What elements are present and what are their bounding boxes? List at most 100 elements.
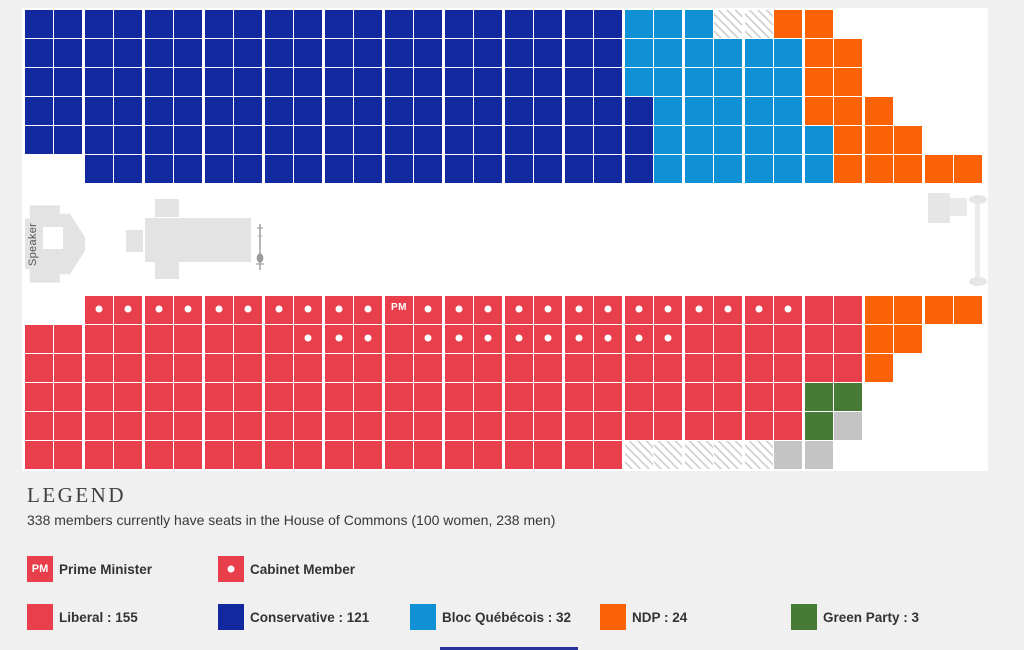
seat[interactable] <box>385 39 413 67</box>
seat[interactable] <box>445 354 473 382</box>
seat[interactable] <box>445 10 473 38</box>
seat[interactable] <box>354 354 382 382</box>
seat[interactable] <box>565 97 593 125</box>
seat[interactable] <box>174 155 202 183</box>
seat[interactable] <box>25 68 53 96</box>
seat[interactable] <box>114 126 142 154</box>
seat[interactable] <box>954 155 982 183</box>
seat[interactable] <box>474 155 502 183</box>
seat[interactable] <box>745 97 773 125</box>
seat[interactable] <box>234 68 262 96</box>
seat[interactable] <box>174 296 202 324</box>
seat[interactable] <box>594 412 622 440</box>
seat[interactable] <box>174 10 202 38</box>
seat[interactable] <box>385 441 413 469</box>
seat[interactable] <box>505 126 533 154</box>
seat[interactable] <box>654 354 682 382</box>
seat[interactable] <box>414 10 442 38</box>
vacant-seat[interactable] <box>714 10 742 38</box>
seat[interactable] <box>565 155 593 183</box>
seat[interactable] <box>534 126 562 154</box>
seat[interactable] <box>445 325 473 353</box>
seat[interactable] <box>294 97 322 125</box>
seat[interactable] <box>505 296 533 324</box>
seat[interactable] <box>145 126 173 154</box>
seat[interactable] <box>685 10 713 38</box>
seat[interactable] <box>25 39 53 67</box>
seat[interactable] <box>54 126 82 154</box>
seat[interactable] <box>625 126 653 154</box>
seat[interactable] <box>354 383 382 411</box>
seat[interactable] <box>594 155 622 183</box>
seat[interactable] <box>114 354 142 382</box>
seat[interactable] <box>745 412 773 440</box>
seat[interactable] <box>774 68 802 96</box>
seat[interactable] <box>205 383 233 411</box>
seat[interactable] <box>594 126 622 154</box>
seat[interactable] <box>294 325 322 353</box>
seat[interactable] <box>25 10 53 38</box>
seat[interactable] <box>894 126 922 154</box>
seat[interactable] <box>534 354 562 382</box>
seat[interactable] <box>925 155 953 183</box>
seat[interactable] <box>745 296 773 324</box>
seat[interactable] <box>234 97 262 125</box>
seat[interactable] <box>654 126 682 154</box>
seat[interactable] <box>565 39 593 67</box>
seat[interactable] <box>54 10 82 38</box>
seat[interactable] <box>474 68 502 96</box>
seat[interactable] <box>385 325 413 353</box>
seat[interactable] <box>714 383 742 411</box>
seat[interactable] <box>894 155 922 183</box>
seat[interactable] <box>174 126 202 154</box>
seat[interactable] <box>445 126 473 154</box>
seat[interactable] <box>474 354 502 382</box>
seat[interactable] <box>325 325 353 353</box>
seat[interactable] <box>265 383 293 411</box>
seat[interactable] <box>265 68 293 96</box>
seat[interactable] <box>505 354 533 382</box>
seat[interactable] <box>234 10 262 38</box>
seat[interactable] <box>25 126 53 154</box>
seat[interactable] <box>54 39 82 67</box>
seat[interactable] <box>654 68 682 96</box>
seat[interactable] <box>714 39 742 67</box>
seat[interactable] <box>805 155 833 183</box>
seat[interactable] <box>505 10 533 38</box>
seat[interactable] <box>414 126 442 154</box>
seat[interactable] <box>534 155 562 183</box>
seat[interactable] <box>805 296 833 324</box>
seat[interactable] <box>774 354 802 382</box>
seat[interactable] <box>325 354 353 382</box>
seat[interactable] <box>654 296 682 324</box>
seat[interactable] <box>54 97 82 125</box>
seat[interactable] <box>85 155 113 183</box>
seat[interactable] <box>445 383 473 411</box>
seat[interactable] <box>54 383 82 411</box>
seat[interactable] <box>145 296 173 324</box>
seat[interactable] <box>474 10 502 38</box>
seat[interactable] <box>594 354 622 382</box>
seat[interactable] <box>534 296 562 324</box>
seat[interactable] <box>925 296 953 324</box>
pm-seat[interactable]: PM <box>385 296 413 324</box>
seat[interactable] <box>774 10 802 38</box>
seat[interactable] <box>25 441 53 469</box>
seat[interactable] <box>474 441 502 469</box>
seat[interactable] <box>85 325 113 353</box>
seat[interactable] <box>534 39 562 67</box>
seat[interactable] <box>745 126 773 154</box>
seat[interactable] <box>174 97 202 125</box>
seat[interactable] <box>774 39 802 67</box>
seat[interactable] <box>834 412 862 440</box>
seat[interactable] <box>714 325 742 353</box>
seat[interactable] <box>265 97 293 125</box>
seat[interactable] <box>85 441 113 469</box>
seat[interactable] <box>294 126 322 154</box>
seat[interactable] <box>714 68 742 96</box>
seat[interactable] <box>534 412 562 440</box>
seat[interactable] <box>594 325 622 353</box>
seat[interactable] <box>414 325 442 353</box>
seat[interactable] <box>414 354 442 382</box>
seat[interactable] <box>25 97 53 125</box>
